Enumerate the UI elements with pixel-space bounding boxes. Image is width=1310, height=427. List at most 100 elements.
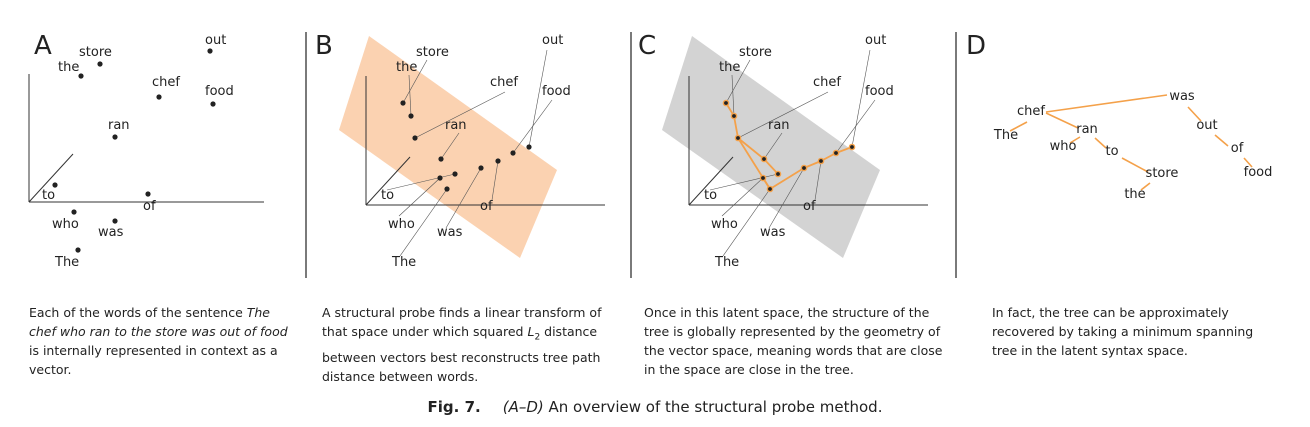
label-b-store-6: store bbox=[416, 45, 449, 60]
point-b-was-7 bbox=[478, 165, 484, 171]
leader-store-6 bbox=[402, 59, 428, 104]
label-a-chef-1: chef bbox=[152, 75, 180, 90]
point-a-of-9 bbox=[145, 191, 151, 197]
tree-edge-to-store bbox=[1121, 157, 1149, 173]
point-b-chef-1 bbox=[412, 135, 418, 141]
label-a-ran-3: ran bbox=[108, 118, 130, 133]
point-a-was-7 bbox=[112, 218, 118, 224]
tree-node-of-9: of bbox=[1231, 141, 1244, 156]
tree-node-chef-1: chef bbox=[1017, 104, 1045, 119]
point-c-was-7 bbox=[800, 164, 808, 172]
point-b-store-6 bbox=[400, 100, 406, 106]
leader-who-2 bbox=[721, 177, 764, 217]
leader-store-6 bbox=[725, 59, 751, 104]
point-a-food-10 bbox=[210, 101, 216, 107]
tree-edge-chef-ran bbox=[737, 137, 765, 160]
leader-was-7 bbox=[768, 167, 805, 229]
point-c-out-8 bbox=[848, 143, 856, 151]
tree-node-to-4: to bbox=[1105, 144, 1118, 159]
caption-a-sentence: The chef who ran to the store was out of… bbox=[29, 305, 288, 339]
caption-d: In fact, the tree can be approximately r… bbox=[992, 303, 1277, 360]
point-c-the-0 bbox=[766, 185, 774, 193]
panel-letter-c: C bbox=[638, 31, 656, 61]
caption-b-subscript: 2 bbox=[534, 332, 541, 343]
point-b-the-0 bbox=[444, 186, 450, 192]
tree-edge-store-the bbox=[1140, 182, 1151, 191]
point-a-who-2 bbox=[71, 209, 77, 215]
leader-ran-3 bbox=[440, 132, 460, 160]
label-c-store-6: store bbox=[739, 45, 772, 60]
label-a-to-4: to bbox=[42, 188, 55, 203]
caption-b: A structural probe finds a linear transf… bbox=[322, 303, 612, 386]
point-a-to-4 bbox=[52, 182, 58, 188]
label-c-the-0: The bbox=[714, 255, 739, 270]
label-b-to-4: to bbox=[381, 188, 394, 203]
label-a-of-9: of bbox=[143, 199, 156, 214]
point-b-the-5 bbox=[408, 113, 414, 119]
panel-letter-b: B bbox=[315, 31, 333, 61]
axis-z bbox=[28, 153, 74, 203]
point-b-who-2 bbox=[437, 175, 443, 181]
label-c-ran-3: ran bbox=[768, 118, 790, 133]
leader-the-5 bbox=[731, 74, 735, 117]
tree-node-food-10: food bbox=[1244, 165, 1273, 180]
point-a-the-0 bbox=[75, 247, 81, 253]
label-a-who-2: who bbox=[52, 217, 79, 232]
label-a-food-10: food bbox=[205, 84, 234, 99]
point-c-ran-3 bbox=[760, 155, 768, 163]
panel-letter-d: D bbox=[966, 31, 986, 61]
axis-z bbox=[688, 156, 734, 206]
label-a-store-6: store bbox=[79, 45, 112, 60]
label-a-was-7: was bbox=[98, 225, 124, 240]
tree-edge-out-of bbox=[1214, 134, 1229, 147]
label-a-out-8: out bbox=[205, 33, 226, 48]
tree-edge-ran-to bbox=[763, 158, 779, 175]
label-b-the-5: the bbox=[396, 60, 417, 75]
leader-chef-1 bbox=[737, 91, 829, 139]
point-b-of-9 bbox=[495, 158, 501, 164]
leader-out-8 bbox=[851, 49, 871, 148]
tree-node-was-7: was bbox=[1169, 89, 1195, 104]
tree-edge-chef-was bbox=[1045, 94, 1168, 113]
figure-caption-label: Fig. 7. bbox=[427, 398, 481, 416]
caption-b-text-1: A structural probe finds a linear transf… bbox=[322, 305, 602, 339]
leader-was-7 bbox=[445, 167, 482, 229]
tree-edge-was-out bbox=[1187, 106, 1202, 122]
point-b-ran-3 bbox=[438, 156, 444, 162]
leader-out-8 bbox=[528, 49, 548, 148]
tree-edge-of-food bbox=[1243, 157, 1253, 168]
label-b-who-2: who bbox=[388, 217, 415, 232]
figure-caption-text: An overview of the structural probe meth… bbox=[543, 398, 883, 416]
caption-a-text-2: is internally represented in context as … bbox=[29, 343, 278, 377]
point-c-of-9 bbox=[817, 157, 825, 165]
tree-edge-chef-the bbox=[1009, 121, 1028, 132]
tree-edge-ran-to bbox=[1094, 137, 1107, 149]
tree-node-who-2: who bbox=[1050, 139, 1077, 154]
caption-b-l: L bbox=[527, 324, 535, 339]
caption-d-text: In fact, the tree can be approximately r… bbox=[992, 305, 1254, 358]
leader-to-4 bbox=[709, 173, 779, 191]
point-a-chef-1 bbox=[156, 94, 162, 100]
point-a-ran-3 bbox=[112, 134, 118, 140]
leader-the-5 bbox=[408, 74, 412, 117]
label-c-to-4: to bbox=[704, 188, 717, 203]
leader-food-10 bbox=[835, 99, 876, 154]
label-b-chef-1: chef bbox=[490, 75, 518, 90]
tree-node-the-0: The bbox=[993, 128, 1018, 143]
figure-caption: Fig. 7. (A–D) An overview of the structur… bbox=[0, 398, 1310, 416]
tree-edge-ran-who bbox=[1069, 136, 1081, 144]
point-a-store-6 bbox=[97, 61, 103, 67]
caption-a: Each of the words of the sentence The ch… bbox=[29, 303, 294, 379]
label-b-of-9: of bbox=[480, 199, 493, 214]
label-b-out-8: out bbox=[542, 33, 563, 48]
point-c-the-5 bbox=[730, 112, 738, 120]
point-c-store-6 bbox=[722, 99, 730, 107]
tree-edge-chef-ran bbox=[1045, 112, 1079, 129]
point-b-to-4 bbox=[452, 171, 458, 177]
point-c-food-10 bbox=[832, 149, 840, 157]
leader-who-2 bbox=[398, 177, 441, 217]
